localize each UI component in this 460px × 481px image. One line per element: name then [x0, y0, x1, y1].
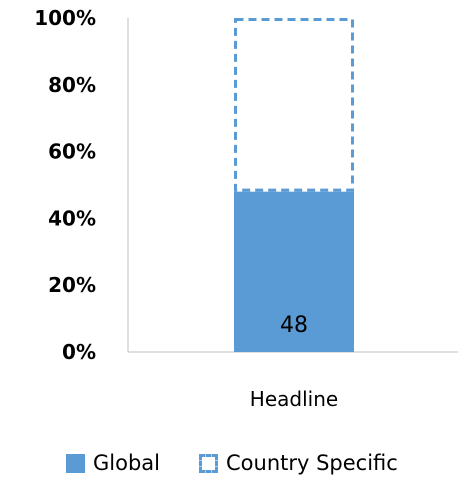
legend-swatch-dashed [199, 453, 218, 473]
y-tick-label: 100% [34, 6, 96, 30]
y-axis-ticks: 0% 20% 40% 60% 80% 100% [34, 6, 96, 364]
y-tick-label: 60% [48, 140, 96, 164]
legend-swatch-solid [66, 453, 85, 473]
x-axis-categories: Headline [250, 387, 338, 411]
legend-label-country-specific: Country Specific [226, 451, 398, 475]
bar-country-specific [234, 18, 354, 192]
x-category-label: Headline [250, 387, 338, 411]
bar-global [234, 191, 354, 352]
stacked-bar-chart: 0% 20% 40% 60% 80% 100% 48 Headline [34, 6, 458, 411]
legend-item-global: Global [66, 451, 160, 475]
data-labels: 48 [280, 313, 308, 338]
legend: Global Country Specific [0, 451, 460, 479]
legend-item-country-specific: Country Specific [199, 451, 398, 475]
y-tick-label: 20% [48, 273, 96, 297]
y-tick-label: 80% [48, 73, 96, 97]
legend-label-global: Global [93, 451, 160, 475]
y-tick-label: 40% [48, 206, 96, 230]
bar-data-label: 48 [280, 313, 308, 338]
bar-series-group [234, 18, 354, 352]
y-tick-label: 0% [62, 340, 96, 364]
